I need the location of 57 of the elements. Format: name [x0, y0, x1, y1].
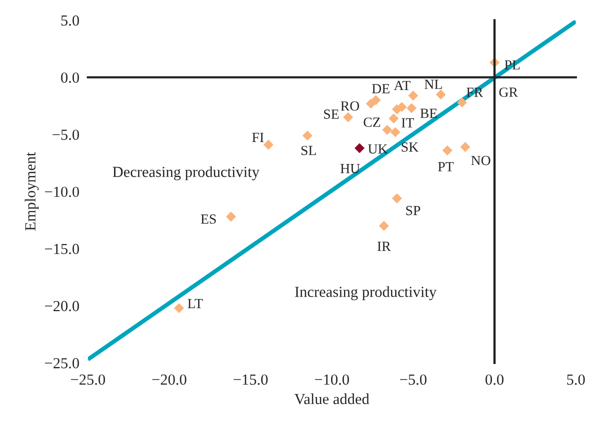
- annotation: ES: [200, 214, 216, 224]
- y-tick-label: 0.0: [61, 72, 79, 83]
- annotation: NO: [471, 156, 490, 166]
- point: [263, 140, 274, 150]
- point: [456, 97, 467, 108]
- y-tick-label: −5.0: [52, 130, 79, 140]
- annotation: FI: [252, 132, 264, 142]
- x-tick-label: −25.0: [70, 374, 106, 385]
- point: [436, 89, 446, 100]
- point: [408, 90, 418, 101]
- annotation: GR: [499, 88, 518, 97]
- annotation: SE: [324, 109, 339, 119]
- point: [354, 143, 365, 154]
- annotation: IR: [377, 242, 391, 251]
- point: [396, 102, 407, 112]
- x-axis-title: Value added: [294, 393, 370, 404]
- annotation: NL: [424, 80, 442, 89]
- point: [174, 303, 184, 314]
- annotation: UK: [368, 144, 388, 154]
- annotation: SL: [301, 146, 316, 156]
- annotation: BE: [420, 108, 437, 118]
- y-axis-title: Employment: [24, 152, 39, 231]
- annotation: RO: [340, 101, 360, 111]
- annotation: Decreasing productivity: [112, 166, 260, 180]
- x-tick-label: −10.0: [314, 374, 349, 385]
- x-tick-label: 0.0: [486, 374, 504, 385]
- x-tick-label: 5.0: [567, 374, 585, 385]
- y-tick-label: −20.0: [44, 300, 79, 312]
- annotation: SP: [406, 206, 420, 216]
- y-tick-label: −15.0: [44, 244, 79, 254]
- annotation: PT: [438, 162, 454, 172]
- point: [442, 145, 452, 156]
- annotation: AT: [394, 80, 410, 90]
- point: [406, 103, 417, 114]
- point: [366, 98, 376, 109]
- annotation: LT: [188, 298, 203, 308]
- y-tick-label: 5.0: [61, 15, 79, 26]
- annotation: Increasing productivity: [295, 286, 437, 300]
- y-tick-label: −25.0: [44, 358, 79, 368]
- annotation: CZ: [364, 118, 380, 127]
- x-tick-label: −5.0: [400, 374, 426, 385]
- y-tick-label: −10.0: [44, 186, 79, 198]
- point: [392, 193, 402, 204]
- annotation: DE: [372, 84, 390, 94]
- annotation: SK: [402, 142, 418, 152]
- point: [460, 142, 470, 152]
- point: [378, 220, 389, 231]
- annotation: HU: [340, 164, 360, 174]
- point: [226, 212, 236, 222]
- point: [343, 112, 354, 122]
- x-tick-label: −15.0: [234, 374, 268, 385]
- point: [302, 130, 312, 141]
- point: [382, 124, 392, 135]
- point: [388, 113, 399, 124]
- annotation: IT: [402, 118, 414, 128]
- x-tick-label: −20.0: [152, 374, 186, 385]
- point: [390, 127, 400, 138]
